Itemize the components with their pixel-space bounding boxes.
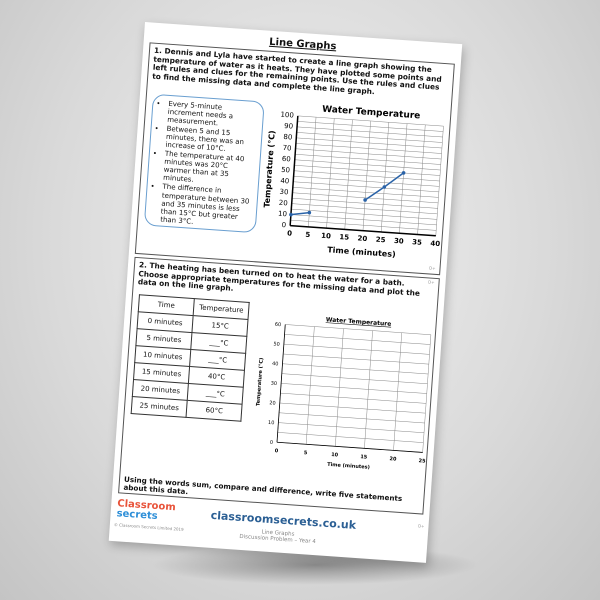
copyright: © Classroom Secrets Limited 2019 [113,522,184,532]
y-tick-label: 40 [272,361,279,367]
clues-box: Every 5-minute increment needs a measure… [143,93,265,234]
gridline [282,363,429,375]
gridline [326,118,335,229]
y-axis [276,324,286,443]
gridline [380,122,390,233]
y-tick-label: 20 [279,199,288,208]
y-axis [289,115,299,226]
data-point [289,212,293,217]
gridline [308,117,317,227]
y-tick-label: 70 [282,144,291,153]
gridline [281,383,427,394]
gridline [344,119,353,230]
clue: The difference in temperature between 30… [160,183,254,229]
x-tick-label: 20 [389,456,397,463]
y-tick-label: 20 [269,400,276,406]
classroom-secrets-logo: Classroom secrets [116,498,177,522]
gridline [417,124,426,235]
x-tick-label: 35 [412,238,422,247]
x-tick-label: 25 [375,236,385,245]
y-tick-label: 40 [280,177,289,186]
x-tick-label: 20 [357,234,367,243]
x-tick-label: 25 [418,458,426,465]
question-code: D+ [427,279,435,285]
y-tick-label: 100 [280,111,294,120]
gridline [283,343,430,355]
data-point [401,171,406,175]
x-tick-label: 30 [394,237,404,246]
y-tick-label: 60 [282,155,291,164]
gridline [279,412,425,424]
x-axis-label: Time (minutes) [327,245,396,259]
gridline [284,334,431,345]
x-tick-label: 5 [305,231,311,239]
gridline [285,324,431,335]
x-tick-label: 15 [360,454,368,461]
question-code: D+ [428,265,436,272]
x-axis [290,224,436,237]
x-axis [276,441,423,453]
y-tick-label: 30 [270,381,277,387]
y-tick-label: 80 [283,133,292,142]
gridline [335,328,344,447]
water-temperature-chart-2: Water Temperature 0 10 20 30 40 50 60 0 5 10 15 20 25… [255,316,432,471]
y-tick-label: 10 [268,420,275,426]
y-axis-label: Temperature (°C) [262,130,276,208]
gridline [364,330,373,449]
gridline [281,373,428,385]
x-tick-label: 0 [287,229,293,237]
gridline [435,126,444,236]
gridline [305,326,315,445]
series-line [290,211,310,216]
clue: The temperature at 40 minutes was 20°C w… [163,150,256,188]
worksheet: Line Graphs 1. Dennis and Lyla have star… [108,22,463,563]
temperature-table: Time Temperature 0 minutes 15°C 5 minutes _… [131,294,250,422]
question-2: 2. The heating has been turned on to hea… [118,256,440,515]
y-tick-label: 90 [284,122,293,131]
x-tick-label: 5 [304,450,308,456]
gridline [393,332,403,451]
x-tick-label: 10 [331,452,339,459]
gridline [362,120,371,231]
question-1: 1. Dennis and Lyla have started to creat… [134,42,455,276]
x-axis-label: Time (minutes) [327,462,370,471]
data-point [307,210,312,215]
footer-subtitle: Line Graphs Discussion Problem – Year 4 [239,529,316,546]
data-point [363,198,367,202]
water-temperature-chart-1: Water Temperature 0 10 20 30 40 50 60 70 80 90 100 0… [262,105,444,259]
x-tick-label: 10 [321,232,331,241]
gridline [279,402,426,414]
gridline [280,392,427,404]
y-tick-label: 60 [275,322,282,328]
data-point [382,185,387,189]
footer-code: D+ [417,523,425,529]
chart-title: Water Temperature [326,316,392,328]
gridline [283,353,429,365]
y-tick-label: 50 [273,341,280,347]
x-tick-label: 0 [274,448,278,454]
y-tick-label: 50 [281,166,290,175]
x-tick-label: 15 [339,233,349,242]
y-tick-label: 10 [278,210,287,219]
x-tick-label: 40 [430,239,440,248]
gridline [277,432,424,443]
gridline [399,123,408,234]
gridline [422,334,432,453]
website-url[interactable]: classroomsecrets.co.uk [210,508,357,532]
chart-title: Water Temperature [322,105,421,122]
y-tick-label: 0 [270,440,274,446]
y-tick-label: 0 [281,221,286,229]
y-tick-label: 30 [279,188,288,197]
gridline [278,422,425,434]
y-axis-label: Temperature (°C) [255,358,264,407]
